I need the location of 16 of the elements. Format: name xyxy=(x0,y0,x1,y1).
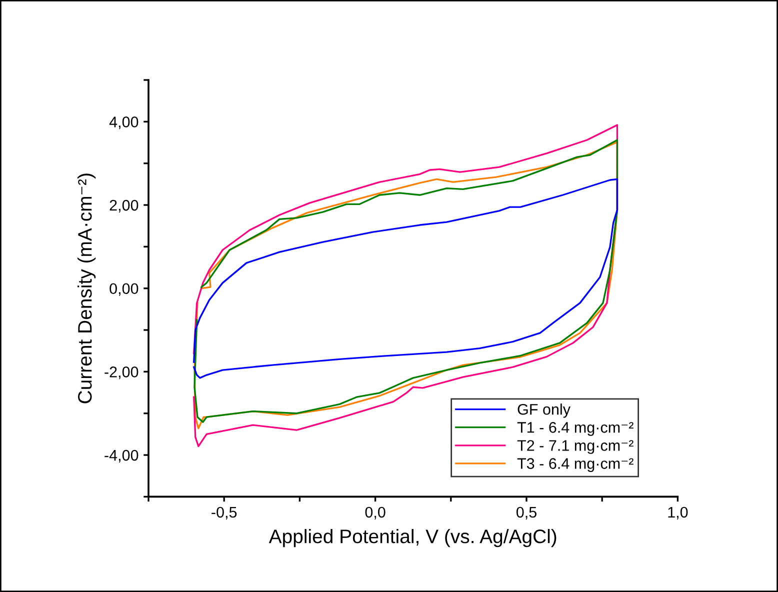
x-axis-title: Applied Potential, V (vs. Ag/AgCl) xyxy=(268,528,556,548)
legend-label: T3 - 6.4 mg·cm⁻² xyxy=(517,458,634,472)
line-series xyxy=(193,178,618,379)
legend-label: T1 - 6.4 mg·cm⁻² xyxy=(517,422,634,436)
x-tick-label: 0,0 xyxy=(365,506,386,520)
legend-label: T2 - 7.1 mg·cm⁻² xyxy=(517,440,634,454)
y-tick-label: 2,00 xyxy=(110,200,138,212)
y-tick-label: -2,00 xyxy=(104,366,138,380)
x-tick-label: 0,5 xyxy=(516,506,536,520)
x-tick-label: -0,5 xyxy=(212,506,237,520)
y-tick-label: -4,00 xyxy=(104,450,138,463)
y-tick-label: 4,00 xyxy=(109,116,138,130)
x-tick-label: 1,0 xyxy=(668,506,688,520)
y-axis-title: Current Density (mA·cm⁻²) xyxy=(78,174,96,404)
y-tick-label: 0,00 xyxy=(110,283,138,296)
legend-label: GF only xyxy=(518,404,570,418)
